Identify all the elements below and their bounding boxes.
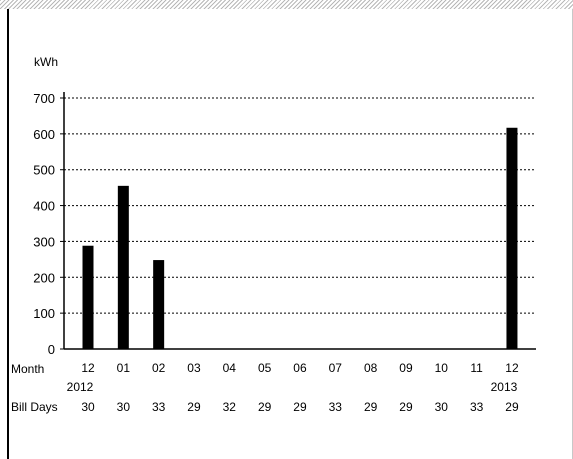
month-label: 05: [258, 361, 272, 375]
grid-lines: [64, 97, 536, 314]
bill-days-value: 30: [435, 400, 449, 414]
bill-days-value: 33: [152, 400, 166, 414]
bill-days-value: 32: [223, 400, 237, 414]
bill-days-value: 33: [329, 400, 343, 414]
bar: [117, 185, 129, 349]
bill-days-value: 29: [364, 400, 378, 414]
year-label: 2012: [67, 380, 94, 394]
y-tick-label: 0: [48, 342, 55, 357]
bar: [153, 260, 165, 349]
month-label: 03: [187, 361, 201, 375]
year-label: 2013: [491, 380, 518, 394]
bar: [506, 127, 518, 349]
y-tick-label: 100: [33, 306, 55, 321]
month-label: 10: [435, 361, 449, 375]
bill-days-value: 29: [258, 400, 272, 414]
month-labels: 12 01 02 03 04 05 06 07 08 09 10 11 12: [81, 361, 519, 375]
bill-days-value: 29: [399, 400, 413, 414]
month-label: 07: [329, 361, 343, 375]
y-tick-label: 600: [33, 127, 55, 142]
bill-days-value: 29: [187, 400, 201, 414]
y-tick-label: 300: [33, 234, 55, 249]
month-label: 04: [223, 361, 237, 375]
month-label: 12: [81, 361, 95, 375]
bill-days-value: 29: [505, 400, 519, 414]
bill-days-value: 30: [81, 400, 95, 414]
bill-days-values: 30 30 33 29 32 29 29 33 29 29 30 33 29: [81, 400, 519, 414]
month-label: 06: [293, 361, 307, 375]
y-tick-label: 400: [33, 199, 55, 214]
month-label: 08: [364, 361, 378, 375]
bars: [82, 127, 518, 349]
month-label: 01: [117, 361, 131, 375]
bill-days-value: 29: [293, 400, 307, 414]
y-tick-label: 700: [33, 91, 55, 106]
y-ticks: 0 100 200 300 400 500 600 700: [33, 91, 64, 357]
month-label: 02: [152, 361, 166, 375]
month-row-label: Month: [11, 362, 44, 376]
bill-days-value: 33: [470, 400, 484, 414]
month-label: 09: [399, 361, 413, 375]
bill-days-row-label: Bill Days: [11, 400, 58, 414]
month-label: 11: [470, 361, 483, 375]
bill-days-value: 30: [117, 400, 131, 414]
y-tick-label: 200: [33, 270, 55, 285]
month-label: 12: [505, 361, 519, 375]
year-labels: 2012 2013: [67, 380, 518, 394]
y-axis-label: kWh: [34, 55, 58, 69]
top-hatch-border: [0, 0, 573, 9]
left-border: [7, 9, 9, 459]
y-tick-label: 500: [33, 163, 55, 178]
bar: [82, 245, 94, 349]
